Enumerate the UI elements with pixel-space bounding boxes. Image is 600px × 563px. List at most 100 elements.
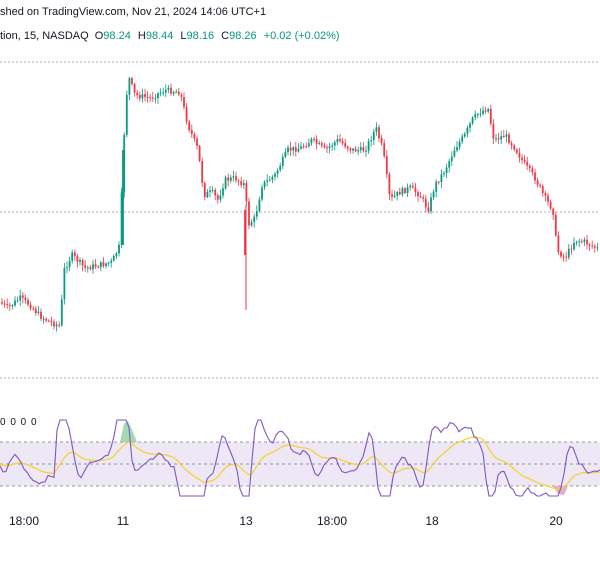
candle-body — [398, 192, 401, 195]
symbol-name: tion, 15, NASDAQ — [0, 30, 89, 42]
candle-body — [313, 138, 315, 140]
candle-body — [354, 148, 357, 152]
candle-body — [242, 183, 245, 186]
candle-body — [461, 136, 464, 142]
candle-body — [305, 146, 308, 148]
candle-body — [136, 92, 139, 96]
candle-body — [323, 145, 326, 148]
candle-body — [281, 157, 284, 166]
candle-body — [562, 256, 565, 258]
candle-body — [362, 147, 365, 152]
candle-body — [419, 196, 422, 198]
candle-body — [27, 299, 29, 305]
candle-body — [510, 143, 513, 146]
candle-body — [565, 256, 568, 258]
candle-body — [471, 117, 474, 124]
candle-body — [352, 148, 354, 151]
candle-body — [188, 121, 191, 130]
candle-body — [497, 138, 500, 140]
candle-body — [58, 324, 61, 326]
candle-body — [232, 176, 235, 178]
candle-body — [55, 324, 58, 327]
candle-body — [3, 303, 6, 305]
candle-body — [133, 83, 136, 93]
open-label: O — [94, 30, 104, 42]
candle-body — [115, 253, 118, 256]
candle-body — [172, 92, 175, 94]
candle-body — [45, 318, 48, 321]
candle-body — [573, 242, 575, 250]
candle-body — [375, 127, 378, 132]
candle-body — [484, 110, 487, 112]
candle-body — [53, 322, 55, 327]
candle-body — [219, 195, 222, 200]
candle-body — [157, 93, 159, 99]
candle-body — [229, 177, 232, 181]
candle-body — [193, 134, 196, 139]
candle-body — [268, 179, 271, 181]
candle-body — [16, 300, 19, 302]
rsi-overbought-fill — [120, 421, 137, 442]
candle-body — [518, 152, 521, 158]
candle-body — [261, 187, 263, 200]
candle-body — [120, 192, 123, 245]
candle-body — [131, 78, 133, 84]
candle-body — [370, 140, 373, 142]
candle-body — [141, 94, 144, 99]
candle-body — [11, 305, 14, 307]
candle-body — [320, 143, 323, 146]
candle-body — [177, 91, 180, 95]
candle-body — [567, 248, 570, 258]
x-tick-label: 11 — [117, 514, 130, 528]
candle-body — [583, 239, 586, 242]
candle-body — [92, 264, 94, 270]
candle-body — [534, 172, 536, 181]
candle-body — [487, 108, 490, 112]
candle-body — [297, 148, 300, 152]
candle-body — [310, 138, 313, 144]
candle-body — [318, 143, 321, 145]
change-value: +0.02 (+0.02%) — [263, 30, 340, 42]
candle-body — [167, 87, 170, 90]
candle-body — [302, 146, 305, 148]
candle-body — [593, 245, 596, 248]
candle-body — [170, 87, 172, 94]
candle-body — [284, 152, 287, 158]
candle-body — [151, 97, 154, 99]
candle-body — [196, 138, 198, 147]
candle-body — [448, 161, 451, 168]
candle-body — [63, 267, 66, 300]
candle-body — [463, 133, 466, 137]
candle-body — [336, 138, 339, 143]
candle-body — [149, 97, 152, 99]
candle-body — [253, 216, 256, 223]
candle-body — [274, 173, 276, 177]
candle-body — [245, 183, 248, 202]
candle-body — [125, 94, 128, 135]
candle-body — [32, 308, 35, 310]
candle-body — [482, 110, 484, 114]
candle-body — [8, 304, 11, 306]
candle-body — [266, 180, 269, 182]
candle-body — [162, 92, 165, 94]
candle-body — [528, 165, 531, 169]
candle-body — [521, 157, 523, 160]
candle-body — [435, 181, 438, 192]
candle-body — [206, 192, 209, 198]
candle-body — [580, 241, 583, 243]
candle-body — [495, 138, 497, 140]
candle-body — [107, 262, 110, 264]
candle-body — [549, 201, 552, 209]
candle-body — [315, 138, 318, 144]
candle-body — [575, 241, 578, 243]
candle-body — [515, 149, 518, 153]
candle-body — [404, 188, 406, 193]
candle-body — [123, 134, 126, 193]
x-tick-label: 18 — [425, 514, 439, 528]
candle-body — [248, 201, 250, 226]
candle-body — [437, 181, 440, 183]
candle-body — [359, 147, 362, 150]
candle-body — [417, 192, 419, 197]
candle-body — [227, 177, 230, 181]
